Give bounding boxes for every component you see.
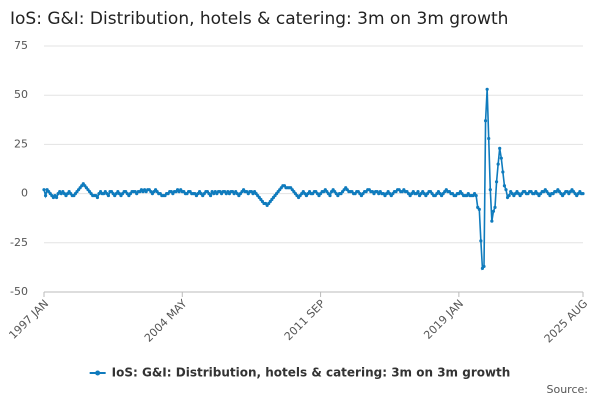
data-point (502, 184, 507, 188)
data-point (106, 193, 111, 198)
data-point (474, 193, 478, 198)
legend: IoS: G&I: Distribution, hotels & caterin… (89, 366, 511, 380)
data-point (491, 209, 496, 213)
y-tick-label: 0 (21, 187, 28, 200)
data-point (501, 170, 505, 174)
data-point (494, 180, 499, 184)
data-point (42, 188, 46, 192)
data-point (507, 193, 511, 198)
legend-label: IoS: G&I: Distribution, hotels & caterin… (112, 366, 511, 380)
y-tick-label: 25 (14, 137, 28, 150)
x-tick-label: 2019 JAN (421, 297, 466, 342)
x-tick-label: 2011 SEP (282, 297, 328, 343)
y-tick-label: 50 (14, 88, 28, 101)
data-point (43, 193, 48, 198)
data-point (482, 264, 486, 269)
chart-title: IoS: G&I: Distribution, hotels & caterin… (10, 9, 508, 29)
x-tick-label: 2004 MAY (142, 297, 190, 345)
data-point (488, 188, 492, 192)
source: Source: (547, 383, 589, 396)
data-point (498, 146, 502, 150)
data-point (328, 193, 332, 198)
x-tick-label: 1997 JAN (6, 297, 51, 342)
legend-marker (95, 370, 101, 376)
data-point (490, 219, 494, 223)
y-tick-label: -25 (10, 236, 28, 249)
data-point (416, 190, 420, 194)
data-point (483, 119, 488, 123)
data-point (208, 193, 213, 198)
data-point (499, 156, 503, 160)
data-point (95, 195, 100, 200)
data-point (581, 192, 585, 196)
data-point (485, 87, 489, 91)
y-tick-label: 75 (14, 39, 28, 52)
data-point (496, 162, 500, 166)
data-point (504, 188, 508, 192)
data-point (54, 195, 59, 200)
data-point (479, 239, 483, 243)
y-tick-label: -50 (10, 285, 28, 298)
series-line (43, 89, 583, 271)
data-point (487, 136, 491, 141)
data-point (493, 205, 497, 209)
data-point (477, 207, 481, 211)
x-tick-label: 2025 AUG (542, 297, 591, 346)
